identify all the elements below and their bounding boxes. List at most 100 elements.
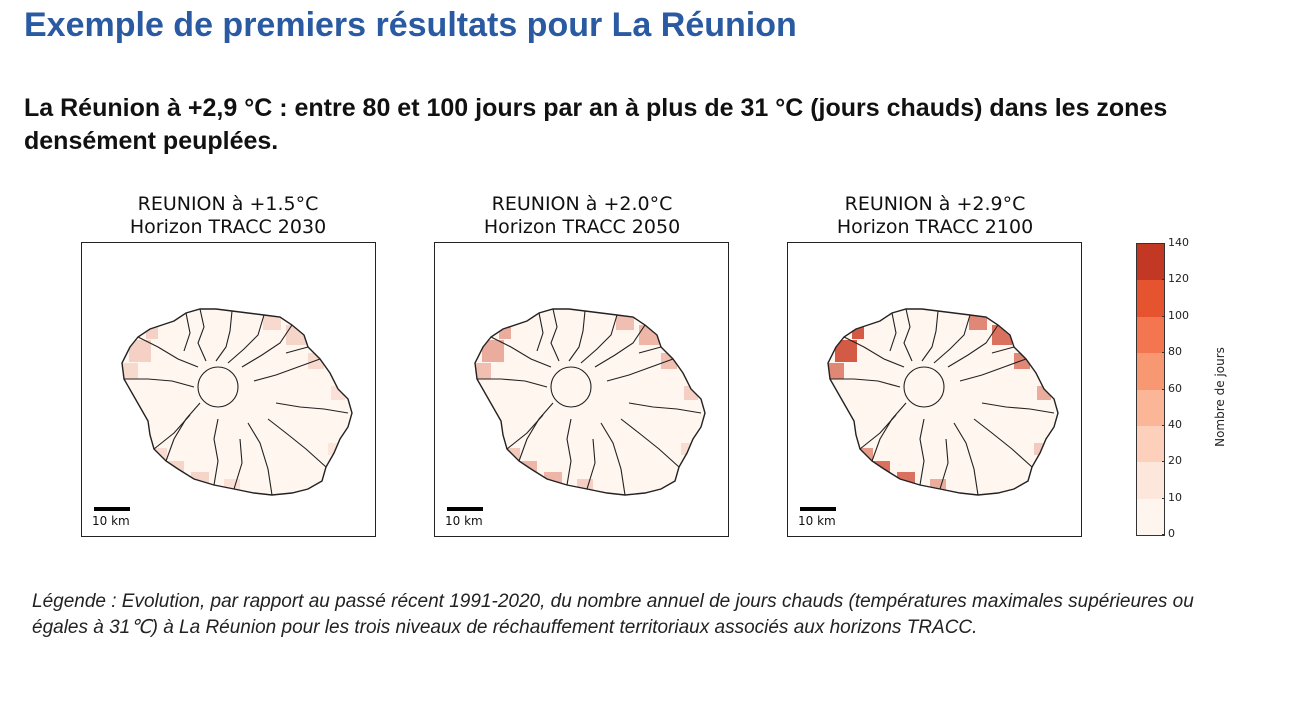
- commune-boundary: [973, 418, 1033, 468]
- island-outline: [121, 308, 353, 496]
- commune-boundary: [580, 314, 618, 364]
- map-panel-2050: 10 km: [434, 242, 729, 537]
- commune-boundary: [843, 336, 905, 368]
- commune-boundary: [947, 324, 999, 368]
- commune-boundary: [275, 402, 349, 414]
- commune-boundary: [227, 314, 265, 364]
- heat-cell: [835, 340, 857, 362]
- commune-boundary: [124, 378, 195, 388]
- heat-cell: [122, 363, 138, 379]
- commune-boundary: [550, 308, 560, 362]
- colorbar-tick-label: 140: [1162, 237, 1195, 249]
- colorbar-segment: [1137, 244, 1164, 281]
- commune-boundary: [600, 422, 626, 496]
- commune-boundary: [153, 414, 191, 450]
- commune-boundary: [871, 402, 907, 462]
- commune-boundary: [903, 308, 913, 362]
- scale-bar: [447, 507, 483, 511]
- colorbar-tick-label: 120: [1162, 273, 1195, 285]
- commune-boundary: [939, 438, 949, 490]
- commune-boundary: [566, 418, 572, 486]
- map-title-2030: REUNION à +1.5°C Horizon TRACC 2030: [78, 193, 378, 239]
- commune-boundary: [981, 402, 1055, 414]
- commune-boundary: [536, 312, 544, 352]
- commune-boundary: [267, 418, 327, 468]
- colorbar-segment: [1137, 389, 1164, 426]
- commune-boundary: [137, 336, 199, 368]
- scale-bar: [800, 507, 836, 511]
- island-fill: [828, 309, 1058, 495]
- commune-boundary: [594, 324, 646, 368]
- cirque-boundary: [550, 366, 592, 408]
- commune-boundary: [606, 358, 674, 382]
- map-title-2100: REUNION à +2.9°C Horizon TRACC 2100: [785, 193, 1085, 239]
- colorbar-segment: [1137, 353, 1164, 390]
- heat-cell: [482, 340, 504, 362]
- island-outline: [474, 308, 706, 496]
- commune-boundary: [213, 418, 219, 486]
- commune-boundary: [477, 378, 548, 388]
- map-title-line2: Horizon TRACC 2100: [836, 216, 1034, 238]
- colorbar-tick-label: 80: [1162, 346, 1195, 358]
- slide-subtitle: La Réunion à +2,9 °C : entre 80 et 100 j…: [24, 94, 1168, 155]
- commune-boundary: [953, 422, 979, 496]
- commune-boundary: [197, 308, 207, 362]
- commune-boundary: [628, 402, 702, 414]
- commune-boundary: [241, 324, 293, 368]
- colorbar-tick-label: 20: [1162, 455, 1195, 467]
- map-panel-2030: 10 km: [81, 242, 376, 537]
- scale-bar: [94, 507, 130, 511]
- commune-boundary: [919, 418, 925, 486]
- commune-boundary: [859, 414, 897, 450]
- commune-boundary: [518, 402, 554, 462]
- heat-cell: [129, 340, 151, 362]
- map-title-line2: Horizon TRACC 2030: [129, 216, 327, 238]
- commune-boundary: [233, 438, 243, 490]
- commune-boundary: [830, 378, 901, 388]
- cirque-boundary: [197, 366, 239, 408]
- colorbar-tick-label: 60: [1162, 382, 1195, 395]
- island-outline: [827, 308, 1059, 496]
- commune-boundary: [586, 438, 596, 490]
- commune-boundary: [183, 312, 191, 352]
- commune-boundary: [490, 336, 552, 368]
- colorbar: [1136, 243, 1165, 536]
- commune-boundary: [638, 346, 662, 354]
- map-title-line1: REUNION à +2.0°C: [491, 193, 673, 215]
- caption: Légende : Evolution, par rapport au pass…: [32, 591, 1194, 638]
- island-map: [94, 308, 353, 511]
- island-map: [447, 308, 706, 511]
- island-map: [800, 308, 1059, 511]
- colorbar-segment: [1137, 425, 1164, 463]
- colorbar-tick-label: 0: [1162, 528, 1195, 540]
- map-title-2050: REUNION à +2.0°C Horizon TRACC 2050: [432, 193, 732, 239]
- map-title-line2: Horizon TRACC 2050: [483, 216, 681, 238]
- slide-title: Exemple de premiers résultats pour La Ré…: [24, 6, 797, 44]
- scale-bar-label: 10 km: [92, 514, 130, 528]
- commune-boundary: [959, 358, 1027, 382]
- commune-boundary: [889, 312, 897, 352]
- island-fill: [475, 309, 705, 495]
- colorbar-segment: [1137, 498, 1164, 535]
- scale-bar-label: 10 km: [798, 514, 836, 528]
- colorbar-tick-label: 100: [1162, 309, 1195, 322]
- commune-boundary: [933, 314, 971, 364]
- map-title-line1: REUNION à +2.9°C: [844, 193, 1026, 215]
- commune-boundary: [165, 402, 201, 462]
- commune-boundary: [921, 310, 939, 362]
- map-title-line1: REUNION à +1.5°C: [137, 193, 319, 215]
- commune-boundary: [506, 414, 544, 450]
- commune-boundary: [247, 422, 273, 496]
- heat-cell: [828, 363, 844, 379]
- colorbar-tick-label: 10: [1162, 491, 1195, 504]
- commune-boundary: [253, 358, 321, 382]
- commune-boundary: [620, 418, 680, 468]
- commune-boundary: [568, 310, 586, 362]
- scale-bar-label: 10 km: [445, 514, 483, 528]
- colorbar-tick-label: 40: [1162, 418, 1195, 431]
- commune-boundary: [285, 346, 309, 354]
- cirque-boundary: [903, 366, 945, 408]
- commune-boundary: [991, 346, 1015, 354]
- colorbar-segment: [1137, 316, 1164, 354]
- map-panel-2100: 10 km: [787, 242, 1082, 537]
